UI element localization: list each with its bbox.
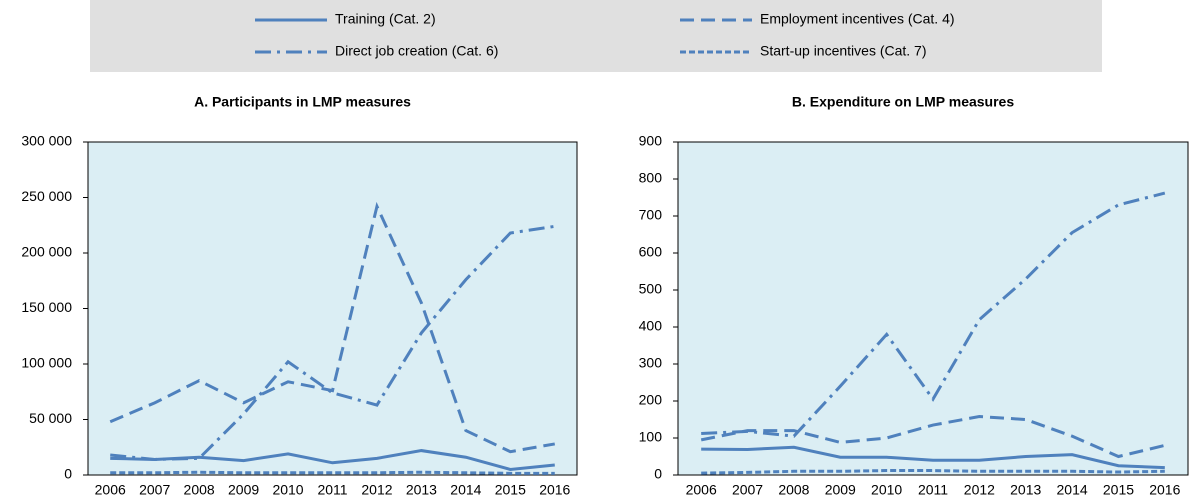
series-line — [110, 224, 555, 461]
y-tick-label: 700 — [639, 207, 663, 223]
y-tick-label: 800 — [639, 170, 663, 186]
x-tick-label: 2006 — [95, 482, 126, 498]
legend-label: Employment incentives (Cat. 4) — [760, 11, 955, 27]
x-tick-label: 2013 — [1010, 482, 1041, 498]
y-tick-label: 50 000 — [29, 410, 72, 426]
x-tick-label: 2016 — [1149, 482, 1180, 498]
x-tick-label: 2012 — [361, 482, 392, 498]
y-tick-label: 0 — [64, 466, 72, 482]
chart-title: B. Expenditure on LMP measures — [792, 94, 1014, 110]
y-tick-label: 300 — [639, 355, 663, 371]
y-tick-label: 600 — [639, 244, 663, 260]
x-tick-label: 2014 — [450, 482, 481, 498]
series-line — [110, 470, 555, 475]
x-tick-label: 2016 — [539, 482, 570, 498]
y-tick-label: 500 — [639, 281, 663, 297]
y-tick-label: 100 — [639, 429, 663, 445]
x-tick-label: 2011 — [918, 482, 948, 498]
y-tick-label: 300 000 — [21, 133, 72, 149]
x-tick-label: 2013 — [406, 482, 437, 498]
x-tick-label: 2010 — [871, 482, 902, 498]
legend-label: Start-up incentives (Cat. 7) — [760, 43, 927, 59]
y-tick-label: 150 000 — [21, 299, 72, 315]
y-tick-label: 100 000 — [21, 355, 72, 371]
x-tick-label: 2008 — [778, 482, 809, 498]
legend-label: Training (Cat. 2) — [335, 11, 436, 27]
series-line — [700, 415, 1166, 459]
x-tick-label: 2009 — [825, 482, 856, 498]
plot-area — [87, 141, 578, 476]
x-tick-label: 2007 — [139, 482, 170, 498]
x-tick-label: 2007 — [732, 482, 763, 498]
x-tick-label: 2011 — [317, 482, 347, 498]
x-tick-label: 2012 — [964, 482, 995, 498]
y-tick-label: 900 — [639, 133, 663, 149]
x-tick-label: 2009 — [228, 482, 259, 498]
y-tick-label: 400 — [639, 318, 663, 334]
legend-label: Direct job creation (Cat. 6) — [335, 43, 498, 59]
y-tick-label: 200 000 — [21, 244, 72, 260]
x-tick-label: 2010 — [272, 482, 303, 498]
chart-title: A. Participants in LMP measures — [194, 94, 411, 110]
plot-area — [677, 141, 1189, 476]
series-line — [701, 191, 1166, 438]
series-line — [109, 201, 556, 454]
x-tick-label: 2008 — [184, 482, 215, 498]
y-tick-label: 250 000 — [21, 188, 72, 204]
y-tick-label: 0 — [654, 466, 662, 482]
x-tick-label: 2015 — [1103, 482, 1134, 498]
x-tick-label: 2015 — [495, 482, 526, 498]
y-tick-label: 200 — [639, 392, 663, 408]
x-tick-label: 2014 — [1057, 482, 1088, 498]
legend-background — [90, 0, 1102, 72]
series-line — [701, 445, 1165, 470]
x-tick-label: 2006 — [686, 482, 717, 498]
series-line — [701, 469, 1165, 475]
